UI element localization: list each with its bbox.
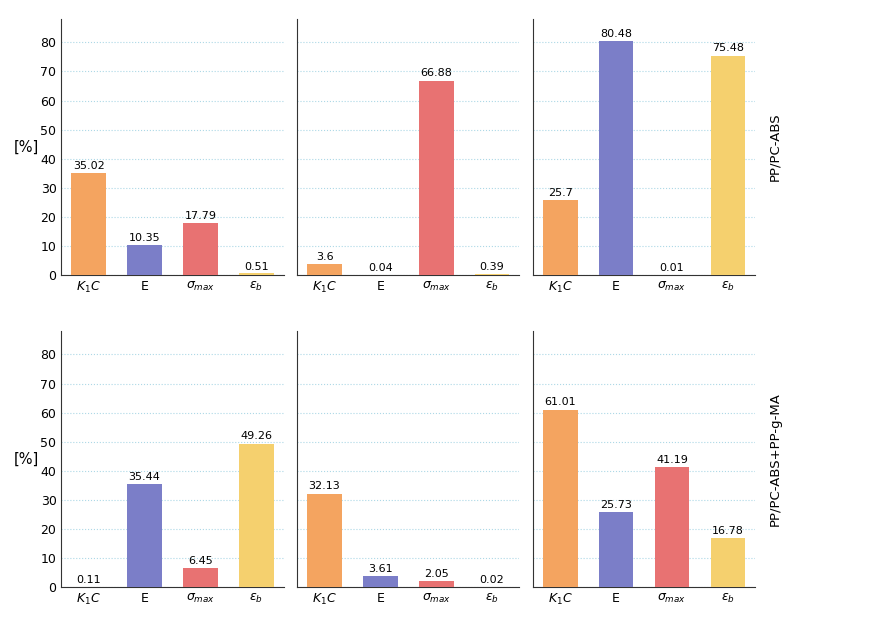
Bar — [72, 173, 106, 275]
Bar — [307, 494, 342, 587]
Bar — [239, 274, 273, 275]
Y-axis label: [%]: [%] — [14, 140, 39, 154]
Bar — [127, 484, 162, 587]
Bar — [475, 274, 509, 275]
Text: 25.73: 25.73 — [600, 500, 632, 510]
Text: 80.48: 80.48 — [600, 29, 632, 39]
Bar — [419, 80, 454, 275]
Text: 0.39: 0.39 — [480, 262, 505, 272]
Text: 0.04: 0.04 — [368, 263, 392, 273]
Text: PP/PC-ABS+PP-g-MA: PP/PC-ABS+PP-g-MA — [768, 392, 781, 526]
Bar — [307, 265, 342, 275]
Bar — [599, 512, 633, 587]
Text: 61.01: 61.01 — [545, 397, 576, 407]
Bar — [239, 444, 273, 587]
Text: 32.13: 32.13 — [308, 481, 341, 491]
Text: 17.79: 17.79 — [185, 211, 216, 221]
Text: PP/PC-ABS: PP/PC-ABS — [768, 113, 781, 181]
Text: 49.26: 49.26 — [240, 431, 272, 441]
Bar — [599, 41, 633, 275]
Bar — [654, 467, 689, 587]
Text: 6.45: 6.45 — [188, 556, 213, 566]
Text: 0.02: 0.02 — [480, 575, 505, 586]
Bar — [543, 410, 577, 587]
Bar — [710, 56, 745, 275]
Text: 3.6: 3.6 — [315, 252, 334, 262]
Bar — [183, 568, 218, 587]
Text: 41.19: 41.19 — [656, 455, 688, 465]
Bar — [543, 200, 577, 275]
Text: 75.48: 75.48 — [712, 43, 744, 53]
Bar — [419, 581, 454, 587]
Bar — [183, 223, 218, 275]
Text: 16.78: 16.78 — [712, 526, 744, 536]
Text: 2.05: 2.05 — [424, 568, 449, 579]
Text: 25.7: 25.7 — [548, 188, 573, 198]
Y-axis label: [%]: [%] — [14, 452, 39, 466]
Text: 10.35: 10.35 — [129, 232, 160, 242]
Bar — [710, 538, 745, 587]
Bar — [363, 577, 398, 587]
Text: 0.51: 0.51 — [244, 262, 269, 272]
Text: 3.61: 3.61 — [368, 564, 392, 574]
Text: 66.88: 66.88 — [420, 68, 452, 78]
Text: 35.02: 35.02 — [73, 161, 104, 171]
Text: 35.44: 35.44 — [129, 471, 160, 482]
Text: 0.01: 0.01 — [660, 263, 684, 274]
Bar — [127, 245, 162, 275]
Text: 0.11: 0.11 — [76, 575, 101, 585]
